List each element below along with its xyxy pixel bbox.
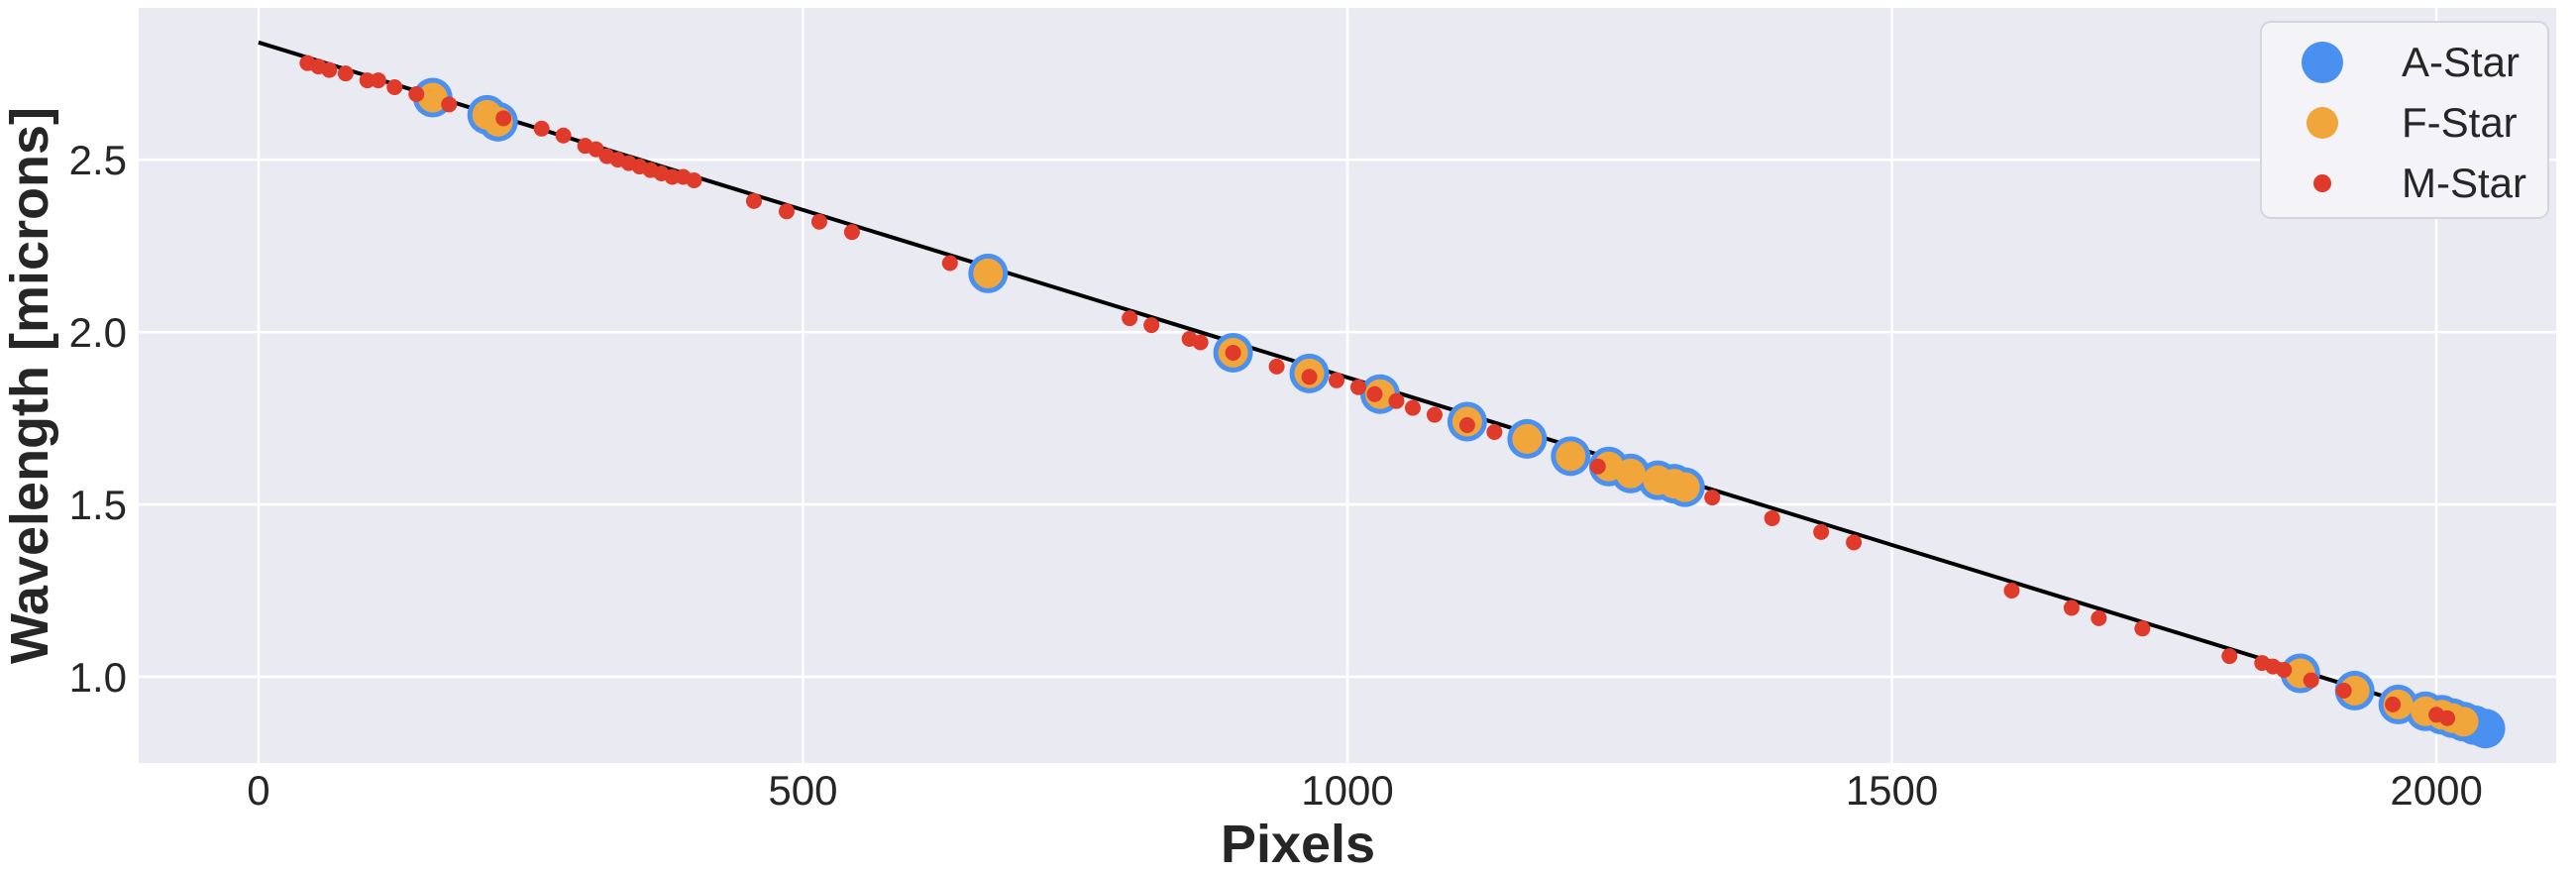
point-m-star	[778, 203, 795, 220]
x-tick-label: 0	[247, 767, 269, 814]
y-tick-label: 1.5	[69, 482, 127, 528]
legend-label-f-star: F-Star	[2402, 99, 2518, 146]
point-m-star	[843, 224, 860, 241]
point-m-star	[555, 127, 572, 144]
point-m-star	[1122, 310, 1138, 327]
point-m-star	[1764, 509, 1780, 526]
point-m-star	[1426, 406, 1443, 423]
point-m-star	[2063, 600, 2080, 616]
point-m-star	[386, 79, 403, 96]
point-m-star	[1486, 423, 1503, 440]
point-m-star	[1301, 369, 1318, 385]
point-f-star	[1615, 458, 1646, 489]
legend-marker-f-star	[2307, 107, 2338, 139]
point-m-star	[1366, 385, 1383, 402]
point-f-star	[1512, 423, 1543, 454]
point-m-star	[1143, 317, 1160, 334]
x-tick-label: 2000	[2390, 767, 2482, 814]
y-tick-label: 1.0	[69, 654, 127, 701]
point-m-star	[337, 65, 354, 82]
point-m-star	[495, 110, 512, 127]
series-f-star	[417, 82, 2479, 737]
point-m-star	[1813, 523, 1830, 540]
point-m-star	[1192, 334, 1209, 351]
point-m-star	[664, 168, 681, 185]
point-m-star	[941, 255, 958, 272]
point-f-star	[2339, 675, 2370, 706]
y-tick-label: 2.0	[69, 309, 127, 356]
point-f-star	[1556, 441, 1586, 472]
point-m-star	[810, 213, 827, 230]
legend-marker-a-star	[2302, 42, 2343, 83]
y-tick-label: 2.5	[69, 137, 127, 183]
point-m-star	[1329, 372, 1345, 388]
point-m-star	[408, 85, 425, 102]
point-f-star	[417, 82, 448, 113]
legend: A-Star F-Star M-Star	[2260, 21, 2549, 219]
point-m-star	[1268, 358, 1285, 375]
point-m-star	[1589, 458, 1606, 475]
point-m-star	[1349, 379, 1366, 395]
point-m-star	[2003, 583, 2020, 600]
x-axis-label: Pixels	[1221, 815, 1375, 874]
point-m-star	[533, 120, 550, 137]
tick-labels: 0 500 1000 1500 2000 1.0 1.5 2.0 2.5	[69, 137, 2483, 814]
x-tick-label: 1500	[1846, 767, 1938, 814]
point-m-star	[2091, 609, 2107, 626]
point-m-star	[441, 96, 458, 113]
point-m-star	[2134, 620, 2151, 637]
point-m-star	[1225, 344, 1241, 361]
point-m-star	[2303, 672, 2319, 689]
legend-label-m-star: M-Star	[2402, 160, 2526, 206]
point-f-star	[1669, 472, 1700, 502]
point-m-star	[359, 72, 376, 89]
point-f-star	[2448, 707, 2479, 737]
legend-label-a-star: A-Star	[2402, 39, 2520, 85]
x-tick-label: 1000	[1301, 767, 1393, 814]
point-m-star	[1388, 392, 1405, 409]
series-m-star	[299, 55, 2456, 726]
point-m-star	[2385, 696, 2402, 712]
grid	[139, 8, 2556, 763]
point-f-star	[973, 258, 1004, 288]
point-m-star	[2221, 648, 2238, 665]
point-m-star	[745, 192, 762, 209]
point-m-star	[2439, 710, 2456, 726]
point-m-star	[686, 171, 702, 188]
legend-marker-m-star	[2313, 174, 2331, 192]
point-m-star	[1846, 534, 1863, 551]
point-m-star	[1458, 417, 1475, 434]
point-m-star	[2335, 682, 2352, 699]
point-m-star	[321, 61, 338, 78]
x-tick-label: 500	[768, 767, 837, 814]
y-axis-label: Wavelength [microns]	[0, 107, 59, 664]
point-m-star	[370, 72, 386, 89]
point-m-star	[2276, 662, 2293, 679]
point-m-star	[1404, 399, 1421, 416]
data-points	[299, 55, 2506, 749]
point-m-star	[1704, 490, 1721, 506]
